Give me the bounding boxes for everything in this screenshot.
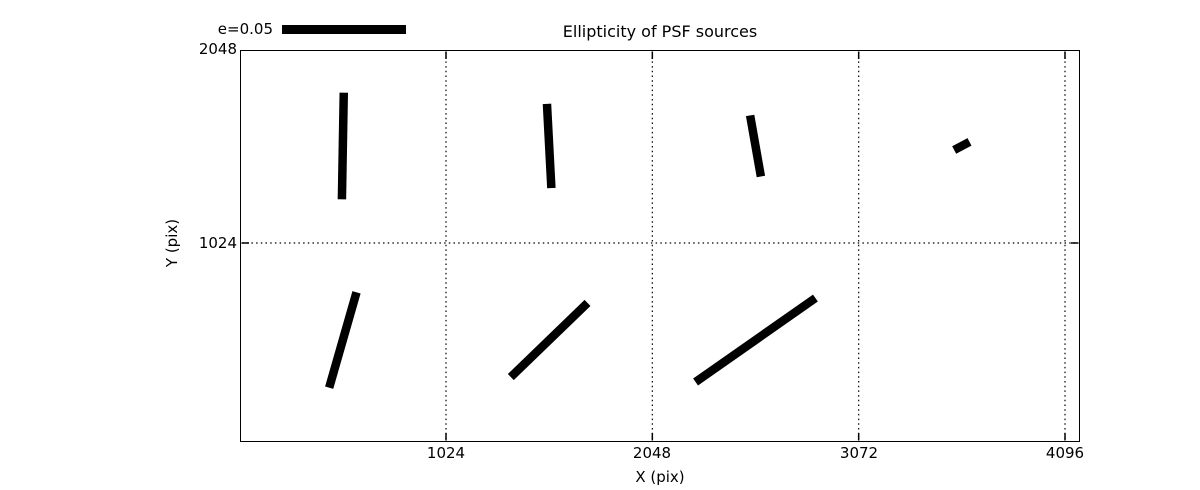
- plot-area: [240, 50, 1080, 442]
- x-tick-label-4096: 4096: [1045, 444, 1085, 462]
- legend-label: e=0.05: [217, 20, 273, 38]
- y-tick-label-2048: 2048: [198, 39, 237, 58]
- legend-scale-bar: [282, 25, 406, 34]
- y-tick-label-1024: 1024: [198, 233, 237, 252]
- x-tick-label-3072: 3072: [839, 444, 879, 462]
- chart-title: Ellipticity of PSF sources: [562, 22, 758, 41]
- y-axis-label: Y (pix): [163, 218, 181, 268]
- x-tick-label-2048: 2048: [632, 444, 672, 462]
- x-axis-label: X (pix): [635, 468, 685, 486]
- x-tick-label-1024: 1024: [426, 444, 466, 462]
